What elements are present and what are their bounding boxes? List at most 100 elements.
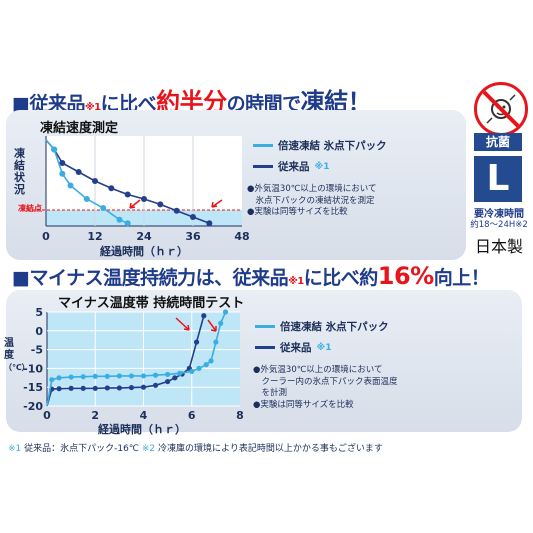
chart2-y-tick: 5 bbox=[35, 306, 43, 319]
chart1-point bbox=[124, 191, 131, 198]
chart2-y-tick: -5 bbox=[31, 344, 43, 357]
chart1-point bbox=[75, 169, 82, 175]
chart2-x-tick: 0 bbox=[43, 409, 51, 422]
chart1-x-tick: 0 bbox=[42, 230, 50, 243]
chart2-point bbox=[152, 382, 159, 388]
chart1-x-tick: 48 bbox=[234, 230, 249, 243]
chart1-point bbox=[67, 182, 74, 189]
freeze-time-value: 約18〜24H※2 bbox=[470, 220, 528, 230]
legend-swatch bbox=[253, 144, 273, 147]
chart1-x-tick: 12 bbox=[87, 230, 102, 243]
chart1-x-tick: 36 bbox=[185, 230, 201, 243]
chart2-point bbox=[68, 374, 74, 380]
footnote: ※1 従来品：氷点下パック-16℃ ※2 冷凍庫の環境により表記時間以上かかる事… bbox=[8, 444, 383, 454]
chart2-point bbox=[128, 384, 135, 391]
chart2-point bbox=[213, 339, 219, 345]
chart2-point bbox=[56, 375, 62, 381]
chart2-arrow-1-head bbox=[183, 324, 190, 331]
chart1-arrow-2-head bbox=[211, 201, 218, 208]
chart1-point bbox=[157, 201, 164, 208]
legend-swatch bbox=[255, 325, 275, 328]
chart1-ylabel: 凍結状況 bbox=[14, 147, 25, 196]
chart1-notes: ●外気温30℃以上の環境において 氷点下パックの凍結状況を測定 ●実験は同等サイ… bbox=[247, 184, 377, 217]
chart1-point bbox=[108, 185, 115, 192]
legend-item: 従来品 ※1 bbox=[255, 340, 389, 355]
chart1-xlabel: 経過時間（ｈｒ） bbox=[100, 245, 188, 258]
chart2-x-tick: 4 bbox=[140, 409, 148, 422]
chart2-legend: 倍速凍結 氷点下パック 従来品 ※1 bbox=[255, 319, 389, 355]
chart2-point bbox=[116, 385, 122, 391]
chart2-point bbox=[116, 373, 122, 379]
made-in-japan: 日本製 bbox=[474, 237, 523, 256]
chart2-xlabel: 経過時間（ｈｒ） bbox=[98, 423, 186, 436]
chart2-point bbox=[128, 373, 135, 379]
chart2-point bbox=[172, 375, 178, 381]
chart1-x-tick: 24 bbox=[136, 230, 152, 243]
legend-item: 倍速凍結 氷点下パック bbox=[253, 138, 387, 153]
chart2-point bbox=[104, 385, 110, 391]
chart2-point bbox=[208, 358, 214, 364]
chart2-point bbox=[196, 365, 202, 371]
chart2-y-tick: -20 bbox=[23, 400, 43, 413]
chart2-point bbox=[189, 368, 195, 375]
chart2-point bbox=[201, 313, 207, 319]
chart1-point bbox=[59, 160, 66, 166]
chart2-arrow-2 bbox=[207, 319, 217, 332]
chart2-y-tick: -15 bbox=[23, 381, 43, 394]
chart1-point bbox=[100, 205, 107, 211]
chart2-point bbox=[177, 370, 183, 376]
freeze-time-label: 要冷凍時間 bbox=[474, 209, 524, 220]
chart2-point bbox=[193, 339, 200, 345]
chart1-legend: 倍速凍結 氷点下パック 従来品 ※1 bbox=[253, 138, 387, 174]
legend-swatch bbox=[253, 165, 273, 168]
chart2-title: マイナス温度帯 持続時間テスト bbox=[58, 296, 245, 311]
chart2-notes: ●外気温30℃以上の環境において クーラー内の氷点下パック表面温度 を計測 ●実… bbox=[253, 365, 398, 410]
chart1-point bbox=[141, 196, 147, 202]
chart2-point bbox=[140, 373, 147, 379]
chart2-arrow-1 bbox=[175, 317, 190, 331]
chart2-x-tick: 6 bbox=[188, 409, 196, 422]
chart2-point bbox=[222, 309, 229, 315]
chart1-point bbox=[83, 196, 90, 202]
chart2-point bbox=[56, 386, 62, 392]
chart1-point bbox=[51, 146, 58, 153]
chart1-point bbox=[206, 220, 213, 227]
chart2-point bbox=[203, 362, 209, 368]
chart2-point bbox=[80, 374, 86, 380]
chart1-arrow-1 bbox=[129, 199, 141, 209]
chart2-y-tick: -10 bbox=[23, 362, 43, 375]
chart1-freeze-label: 凍結点 bbox=[18, 204, 42, 213]
heading-minus-temp: ■マイナス温度持続力は、従来品※1に比べ約16%向上！ bbox=[12, 262, 490, 290]
chart2-x-tick: 2 bbox=[91, 409, 99, 422]
chart2-point bbox=[68, 385, 74, 391]
chart2-point bbox=[152, 372, 159, 378]
chart2-point bbox=[165, 371, 171, 378]
chart2-y-tick: 0 bbox=[35, 325, 43, 338]
chart1-series-line bbox=[45, 139, 128, 225]
chart2-point bbox=[218, 320, 224, 326]
antibacterial-badge: 抗菌 bbox=[474, 133, 522, 151]
chart1-point bbox=[116, 216, 123, 223]
chart2-point bbox=[140, 384, 147, 390]
chart2-x-tick: 8 bbox=[236, 409, 244, 422]
size-badge: L bbox=[474, 156, 522, 202]
chart1-point bbox=[59, 170, 66, 177]
chart1-title: 凍結速度測定 bbox=[40, 121, 119, 136]
chart1-point bbox=[190, 214, 196, 220]
no-germs-icon bbox=[474, 82, 528, 136]
chart2-ylabel: 温度 （℃） bbox=[4, 338, 30, 372]
chart2-arrow-2-head bbox=[210, 326, 217, 332]
chart1-arrow-1-head bbox=[129, 202, 136, 209]
chart2-point bbox=[49, 377, 55, 383]
chart1-point bbox=[92, 178, 98, 184]
legend-item: 従来品 ※1 bbox=[253, 159, 387, 174]
chart2-point bbox=[104, 373, 110, 379]
chart2-point bbox=[92, 385, 98, 391]
chart2-point bbox=[165, 378, 171, 385]
chart1-arrow-2 bbox=[211, 199, 223, 208]
chart2-point bbox=[80, 385, 86, 391]
chart2-point bbox=[92, 373, 98, 379]
chart1-point bbox=[173, 207, 180, 214]
